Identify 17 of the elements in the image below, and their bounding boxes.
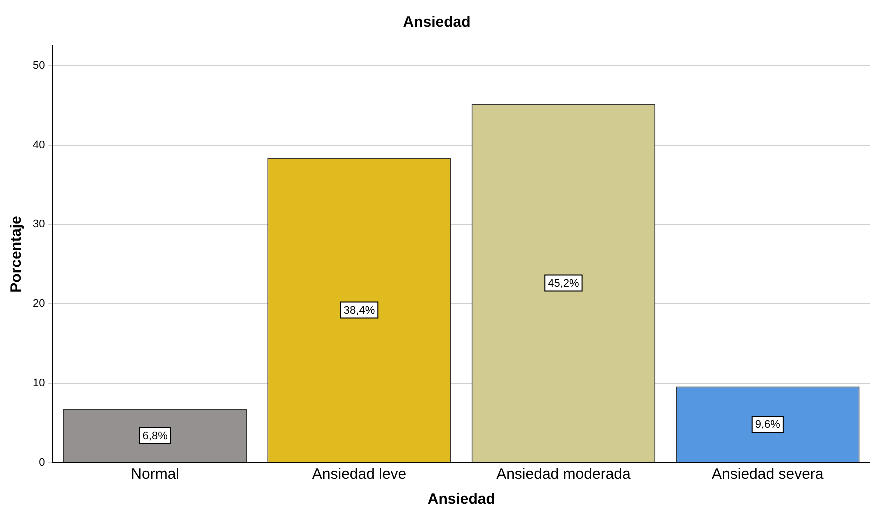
x-tick-label: Ansiedad moderada: [496, 466, 632, 484]
x-tick-label: Ansiedad severa: [712, 466, 824, 484]
data-label: 45,2%: [548, 278, 580, 290]
y-tick-label: 10: [32, 378, 46, 390]
x-tick-label: Normal: [131, 466, 180, 484]
x-tick-label: Ansiedad leve: [312, 466, 407, 484]
chart-title: Ansiedad: [403, 14, 471, 32]
data-label: 9,6%: [755, 419, 781, 432]
y-tick-label: 0: [39, 457, 46, 470]
x-axis-title: Ansiedad: [428, 491, 496, 508]
data-label: 38,4%: [344, 304, 376, 317]
data-label: 6,8%: [142, 430, 168, 442]
y-tick-label: 30: [32, 218, 46, 231]
y-tick-label: 40: [32, 139, 46, 152]
y-tick-label: 20: [32, 298, 46, 310]
y-tick-label: 50: [32, 60, 46, 72]
y-axis-title: Porcentaje: [8, 216, 26, 293]
